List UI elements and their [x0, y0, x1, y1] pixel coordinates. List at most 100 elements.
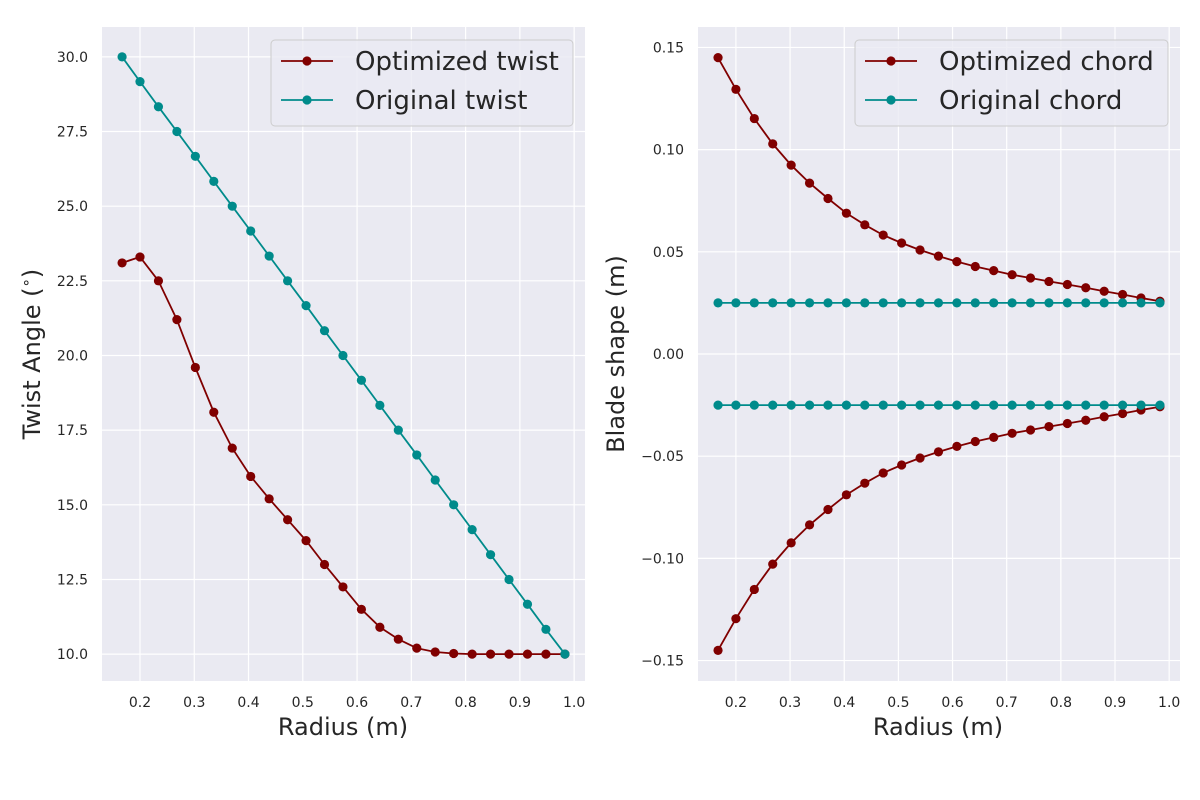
original-chord-point [970, 298, 980, 308]
optimized-chord-point [823, 193, 833, 204]
blade-shape-x-tick-label: 0.2 [725, 695, 747, 711]
twist-legend: Optimized twist Original twist [270, 39, 574, 127]
original-twist-point [430, 475, 440, 485]
optimized-twist-point [301, 536, 311, 546]
blade-shape-series-1-point [841, 490, 851, 500]
blade-shape-series-3-point [768, 400, 778, 410]
original-twist-point [485, 550, 496, 560]
twist-chart: 0.2 0.3 0.4 0.5 0.6 0.7 0.8 0.9 1.0 10.0 12.5 15.0… [17, 27, 585, 741]
blade-shape-series-3-point [804, 400, 815, 410]
optimized-twist-point [246, 471, 256, 482]
twist-y-tick-labels: 10.0 12.5 15.0 17.5 20.0 22.5 25.0 27.5 30.0 [57, 50, 88, 663]
blade-shape-chart: 0.2 0.3 0.4 0.5 0.6 0.7 0.8 0.9 1.0 −0.15−0.10−0… [602, 27, 1180, 741]
optimized-chord-legend-label: Optimized chord [939, 47, 1154, 77]
original-twist-point [541, 624, 551, 634]
blade-shape-x-tick-labels: 0.2 0.3 0.4 0.5 0.6 0.7 0.8 0.9 1.0 [725, 695, 1181, 711]
blade-shape-y-tick-label: −0.10 [641, 551, 684, 567]
blade-shape-series-3-point [1025, 400, 1036, 410]
blade-shape-series-3-point [1081, 400, 1091, 410]
optimized-chord-point [915, 245, 925, 255]
original-chord-point [1062, 298, 1072, 308]
optimized-twist-point [172, 315, 182, 325]
blade-shape-series-1-point [952, 441, 962, 451]
blade-shape-y-tick-label: 0.10 [653, 143, 684, 159]
original-chord-point [860, 298, 870, 308]
twist-y-axis-label-main: Twist Angle ( [18, 287, 46, 440]
blade-shape-series-3-point [1136, 400, 1146, 410]
original-chord-point [768, 298, 778, 308]
optimized-twist-point [190, 362, 200, 373]
twist-series-layer [117, 52, 570, 659]
optimized-chord-legend-marker [886, 56, 896, 66]
optimized-chord-point [731, 84, 741, 94]
blade-shape-x-tick-label: 0.8 [1050, 695, 1072, 711]
blade-shape-series-1-point [1025, 425, 1036, 435]
original-chord-point [1136, 298, 1146, 308]
blade-shape-series-3-point [1099, 400, 1109, 410]
blade-shape-series-3-point [1117, 400, 1128, 410]
optimized-chord-point [1062, 279, 1072, 290]
original-chord-point [915, 298, 925, 308]
optimized-twist-point [209, 407, 219, 417]
optimized-twist-point [227, 443, 237, 453]
optimized-twist-point [467, 649, 477, 659]
optimized-chord-point [878, 230, 888, 240]
optimized-twist-point [430, 647, 440, 657]
original-chord-point [731, 298, 741, 308]
twist-x-tick-labels: 0.2 0.3 0.4 0.5 0.6 0.7 0.8 0.9 1.0 [129, 695, 585, 711]
blade-shape-y-tick-label: −0.15 [641, 654, 684, 670]
original-chord-point [786, 298, 796, 308]
blade-shape-x-tick-label: 0.7 [996, 695, 1018, 711]
original-twist-point [319, 326, 330, 336]
twist-x-tick-label: 0.7 [400, 695, 422, 711]
blade-shape-series-1-point [1007, 428, 1017, 438]
twist-y-tick-label: 25.0 [57, 199, 88, 215]
optimized-twist-point [375, 622, 385, 632]
original-twist-point [117, 52, 127, 62]
original-twist-legend-marker [302, 95, 312, 105]
blade-shape-y-tick-labels: −0.15 −0.10 −0.05 0.00 0.05 0.10 0.15 [641, 40, 684, 669]
optimized-chord-point [952, 257, 962, 267]
optimized-twist-point [283, 515, 293, 525]
original-chord-point [1117, 298, 1128, 308]
blade-shape-series-3-point [713, 400, 723, 410]
optimized-chord-point [897, 238, 907, 248]
blade-shape-series-1-point [1062, 418, 1072, 429]
twist-y-tick-label: 30.0 [57, 50, 88, 66]
blade-shape-series-3-point [1044, 400, 1054, 410]
blade-shape-series-3-point [915, 400, 925, 410]
original-twist-point [375, 400, 385, 410]
twist-y-tick-label: 10.0 [57, 647, 88, 663]
optimized-twist-point [319, 559, 330, 570]
twist-y-tick-label: 17.5 [57, 423, 88, 439]
original-twist-point [522, 599, 533, 609]
original-chord-point [1025, 298, 1036, 308]
blade-shape-series-1-point [989, 432, 999, 442]
blade-shape-series-3-point [860, 400, 870, 410]
twist-x-tick-label: 0.4 [237, 695, 259, 711]
blade-shape-series-3-point [1155, 400, 1165, 410]
optimized-chord-point [786, 160, 796, 170]
blade-shape-series-1-point [878, 468, 888, 478]
optimized-chord-point [841, 208, 851, 218]
original-chord-point [897, 298, 907, 308]
original-twist-point [412, 450, 422, 460]
original-chord-legend-marker [886, 95, 896, 105]
optimized-chord-point [1007, 270, 1017, 280]
blade-shape-series-3-point [823, 400, 833, 410]
blade-shape-series-3-point [731, 400, 741, 410]
optimized-twist-point [356, 604, 367, 614]
original-chord-point [1155, 298, 1165, 308]
blade-shape-series-3-point [897, 400, 907, 410]
blade-shape-series-1-point [749, 584, 759, 595]
original-twist-point [338, 350, 348, 361]
optimized-twist-point [412, 643, 422, 653]
original-chord-point [1099, 298, 1109, 308]
optimized-twist-point [522, 649, 533, 659]
twist-y-tick-label: 20.0 [57, 348, 88, 364]
original-chord-point [1081, 298, 1091, 308]
blade-shape-y-tick-label: 0.15 [653, 40, 684, 56]
twist-y-tick-label: 27.5 [57, 125, 88, 141]
optimized-chord-point [768, 139, 778, 149]
optimized-chord-point [860, 220, 870, 230]
